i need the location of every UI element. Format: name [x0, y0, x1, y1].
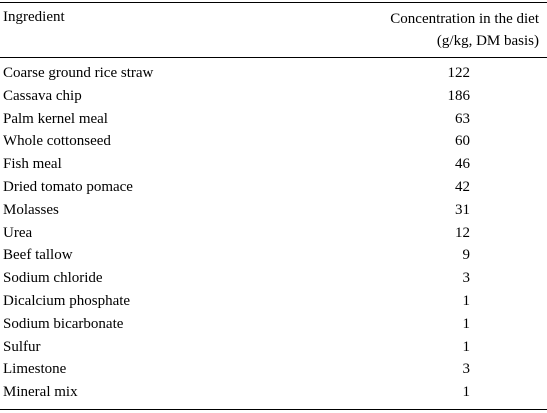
ingredient-name: Sulfur — [3, 338, 41, 355]
ingredient-name: Mineral mix — [3, 384, 78, 401]
table-row: Fish meal 46 — [0, 153, 547, 176]
column-header-concentration-line1: Concentration in the diet — [390, 11, 539, 27]
table-row: Palm kernel meal 63 — [0, 108, 547, 131]
ingredient-concentration: 3 — [462, 361, 471, 378]
ingredient-name: Molasses — [3, 201, 59, 218]
table-row: Beef tallow 9 — [0, 244, 547, 267]
ingredient-concentration: 186 — [447, 87, 471, 104]
ingredient-name: Coarse ground rice straw — [3, 65, 154, 81]
ingredient-concentration: 60 — [455, 133, 470, 150]
ingredient-concentration: 9 — [462, 247, 471, 264]
ingredient-name: Urea — [3, 224, 33, 241]
column-header-concentration-line2: (g/kg, DM basis) — [436, 33, 539, 49]
ingredient-name: Limestone — [3, 361, 67, 378]
ingredient-concentration: 31 — [455, 201, 470, 218]
ingredient-concentration: 63 — [455, 110, 470, 127]
ingredient-name: Sodium bicarbonate — [3, 315, 124, 332]
table-body: Coarse ground rice straw 122 Cassava chip… — [0, 62, 547, 404]
table-row: Molasses 31 — [0, 199, 547, 222]
ingredient-name: Dicalcium phosphate — [3, 292, 131, 309]
table-top-rule — [0, 2, 547, 3]
table-row: Dicalcium phosphate 1 — [0, 290, 547, 313]
ingredient-concentration: 1 — [462, 338, 471, 355]
ingredient-concentration: 1 — [462, 384, 471, 401]
column-header-concentration: Concentration in the diet (g/kg, DM basi… — [339, 8, 539, 52]
table-row: Sodium chloride 3 — [0, 267, 547, 290]
ingredient-name: Whole cottonseed — [3, 133, 111, 150]
ingredient-concentration: 42 — [455, 178, 470, 195]
ingredient-name: Fish meal — [3, 156, 62, 173]
ingredient-concentration: 12 — [455, 224, 470, 241]
ingredient-concentration: 3 — [462, 270, 471, 287]
ingredient-concentration: 1 — [462, 292, 471, 309]
table-header-rule — [0, 57, 547, 58]
table-row: Coarse ground rice straw 122 — [0, 62, 547, 85]
ingredient-name: Cassava chip — [3, 87, 82, 104]
ingredient-concentration: 46 — [455, 156, 470, 173]
table-row: Urea 12 — [0, 222, 547, 245]
table-row: Whole cottonseed 60 — [0, 130, 547, 153]
table-row: Cassava chip 186 — [0, 85, 547, 108]
ingredient-name: Sodium chloride — [3, 270, 103, 287]
table-row: Mineral mix 1 — [0, 381, 547, 404]
table-row: Sulfur 1 — [0, 336, 547, 359]
column-header-ingredient: Ingredient — [3, 9, 65, 25]
ingredient-concentration: 122 — [447, 65, 471, 81]
ingredient-concentration: 1 — [462, 315, 471, 332]
table-bottom-rule — [0, 409, 547, 410]
table-row: Sodium bicarbonate 1 — [0, 313, 547, 336]
table-row: Limestone 3 — [0, 358, 547, 381]
ingredient-name: Dried tomato pomace — [3, 178, 133, 195]
ingredient-name: Palm kernel meal — [3, 110, 108, 127]
ingredient-name: Beef tallow — [3, 247, 73, 264]
table-row: Dried tomato pomace 42 — [0, 176, 547, 199]
